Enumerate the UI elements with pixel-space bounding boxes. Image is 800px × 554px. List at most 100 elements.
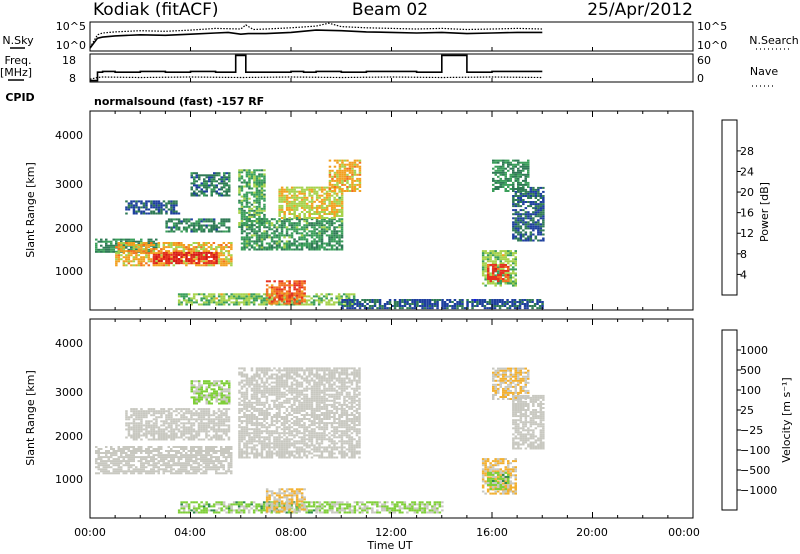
velocity-cell bbox=[187, 418, 191, 421]
power-cell bbox=[478, 301, 482, 303]
velocity-cell bbox=[177, 408, 181, 411]
power-cell bbox=[197, 256, 201, 258]
power-cell bbox=[147, 252, 151, 255]
power-cell bbox=[250, 301, 253, 304]
power-cell bbox=[313, 224, 316, 227]
velocity-cell bbox=[175, 424, 178, 427]
power-cell bbox=[130, 254, 133, 257]
power-cell bbox=[512, 268, 515, 271]
velocity-cell bbox=[142, 432, 146, 435]
power-cell bbox=[140, 244, 143, 246]
power-cell bbox=[310, 222, 314, 225]
power-cell bbox=[240, 177, 244, 180]
velocity-cell bbox=[200, 416, 203, 419]
power-cell bbox=[198, 194, 201, 197]
power-cell bbox=[247, 297, 251, 300]
power-cell bbox=[280, 200, 284, 203]
power-cell bbox=[167, 226, 171, 229]
power-cell bbox=[258, 179, 261, 182]
power-cell bbox=[260, 238, 264, 241]
power-cell bbox=[197, 303, 201, 306]
power-cell bbox=[300, 228, 304, 231]
power-cell bbox=[175, 226, 178, 229]
velocity-cell bbox=[155, 466, 158, 469]
velocity-cell bbox=[212, 436, 216, 439]
velocity-cell bbox=[195, 402, 198, 405]
velocity-cell bbox=[202, 408, 206, 411]
velocity-cell bbox=[140, 410, 143, 413]
power-cell bbox=[213, 180, 216, 183]
power-cell bbox=[227, 303, 231, 306]
power-cell bbox=[491, 262, 495, 265]
velocity-cell bbox=[215, 396, 218, 399]
velocity-cell bbox=[205, 456, 208, 459]
power-cell bbox=[320, 234, 324, 237]
power-cell bbox=[519, 201, 523, 203]
power-cell bbox=[308, 246, 311, 249]
power-cell bbox=[140, 248, 143, 251]
velocity-cell bbox=[210, 414, 213, 417]
power-cell bbox=[514, 205, 518, 208]
velocity-cell bbox=[147, 464, 150, 467]
power-cell bbox=[240, 199, 244, 202]
power-cell bbox=[346, 179, 349, 182]
velocity-cell bbox=[190, 424, 193, 427]
power-cell bbox=[290, 206, 294, 209]
power-cell bbox=[263, 248, 266, 251]
velocity-cell bbox=[172, 460, 175, 463]
velocity-cell bbox=[223, 402, 226, 405]
power-cell bbox=[318, 248, 321, 251]
velocity-cell bbox=[240, 452, 244, 455]
power-cell bbox=[499, 252, 502, 255]
power-cell bbox=[165, 242, 168, 244]
velocity-cell bbox=[120, 448, 123, 450]
velocity-cell bbox=[157, 446, 160, 448]
power-cell bbox=[162, 208, 166, 211]
power-cell bbox=[270, 228, 274, 231]
velocity-cell bbox=[105, 454, 108, 457]
power-cell bbox=[303, 292, 306, 295]
power-cell bbox=[195, 222, 198, 225]
power-cell bbox=[240, 187, 244, 190]
power-cell bbox=[202, 248, 206, 251]
power-cell bbox=[258, 199, 261, 202]
power-cell bbox=[497, 181, 500, 184]
power-cell bbox=[263, 215, 266, 218]
freq-left-tick-low: 8 bbox=[69, 72, 76, 85]
power-cell bbox=[338, 220, 341, 223]
velocity-cell bbox=[177, 460, 180, 463]
power-cell bbox=[265, 298, 269, 301]
velocity-cell bbox=[115, 452, 118, 454]
power-cell bbox=[273, 230, 276, 233]
power-cell bbox=[509, 163, 512, 166]
power-cell bbox=[330, 208, 334, 211]
power-cell bbox=[330, 218, 334, 221]
power-cell bbox=[338, 177, 342, 180]
velocity-cell bbox=[137, 412, 141, 415]
power-cell bbox=[260, 209, 264, 212]
power-cell bbox=[514, 235, 518, 238]
power-cell bbox=[268, 286, 271, 289]
velocity-cell bbox=[155, 416, 158, 419]
power-cell bbox=[285, 284, 289, 287]
velocity-cell bbox=[213, 388, 216, 391]
power-cell bbox=[494, 186, 497, 188]
velocity-cell bbox=[150, 410, 153, 413]
power-cell bbox=[315, 211, 319, 213]
power-cell bbox=[288, 196, 291, 199]
power-cell bbox=[147, 258, 151, 261]
velocity-cell bbox=[228, 394, 231, 397]
velocity-cell bbox=[152, 464, 155, 467]
power-cell bbox=[489, 280, 492, 283]
power-cell bbox=[232, 303, 236, 306]
power-cell bbox=[453, 299, 457, 301]
power-cell bbox=[514, 213, 518, 216]
velocity-cell bbox=[190, 422, 193, 425]
power-cell bbox=[494, 269, 497, 272]
power-cell bbox=[542, 186, 545, 189]
velocity-cell bbox=[190, 448, 193, 450]
velocity-cell bbox=[205, 382, 208, 385]
power-cell bbox=[273, 292, 276, 295]
power-cell bbox=[293, 300, 296, 303]
power-cell bbox=[232, 295, 236, 298]
